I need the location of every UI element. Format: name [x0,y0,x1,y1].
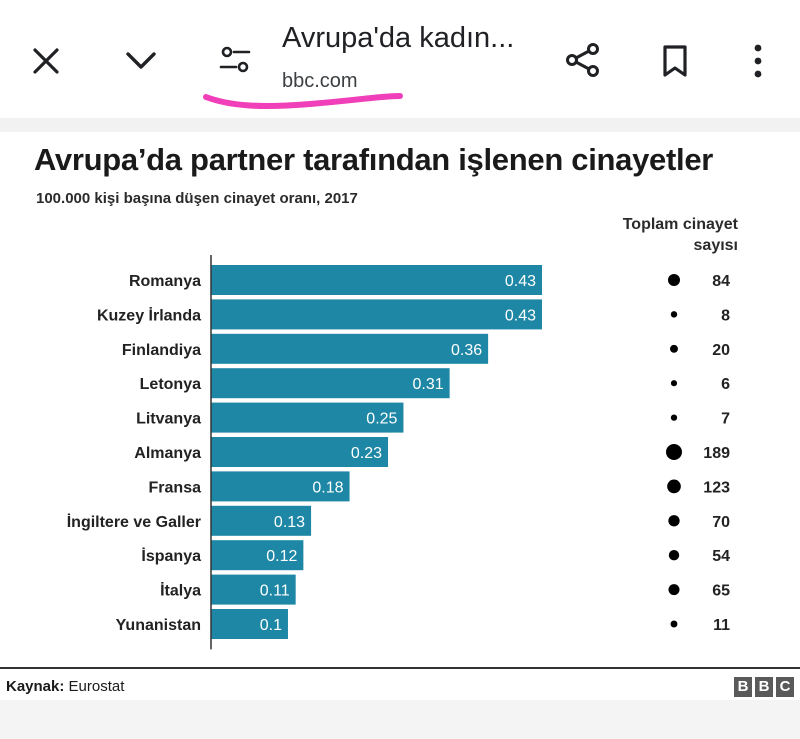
total-dot [668,515,680,527]
bar [211,574,296,605]
value-label: 0.12 [266,548,297,565]
category-label: Yunanistan [116,617,201,634]
total-dot [670,620,678,628]
total-dot [668,549,680,561]
value-label: 0.31 [412,376,443,393]
toolbar-divider [0,118,800,132]
total-dot [670,414,678,421]
bar-chart: Romanya 0.43 84 Kuzey İrlanda 0.43 8 Finlandiy… [67,255,730,650]
bar [211,437,389,467]
bar [211,299,542,330]
source-note: Kaynak: Eurostat [6,678,124,695]
logo-letter: B [755,677,773,697]
share-icon[interactable] [563,40,603,80]
bar [211,402,404,433]
value-label: 0.36 [451,342,482,359]
bar [211,540,304,571]
bar [211,265,542,295]
more-vertical-icon[interactable] [748,42,768,80]
total-label: 123 [703,479,730,496]
value-label: 0.18 [312,479,343,496]
category-label: İtalya [160,582,201,600]
category-label: Kuzey İrlanda [97,306,201,324]
category-label: Letonya [140,376,201,393]
bar [211,609,288,639]
value-label: 0.13 [274,514,305,531]
total-label: 6 [721,376,730,393]
logo-letter: C [776,677,794,697]
category-label: İngiltere ve Galler [67,513,201,531]
browser-top-bar: Avrupa'da kadın... bbc.com [0,0,800,118]
highlight-annotation [203,93,403,109]
total-label: 70 [712,514,730,531]
category-label: Litvanya [136,411,201,428]
total-dot [670,380,678,387]
total-label: 65 [712,583,730,600]
total-dot [668,274,680,286]
close-icon[interactable] [29,44,63,78]
bar [211,368,450,399]
total-label: 11 [713,617,730,634]
logo-letter: B [734,677,752,697]
value-label: 0.43 [505,273,536,290]
category-label: Fransa [149,479,202,496]
chart-title: Avrupa’da partner tarafından işlenen cin… [34,142,714,177]
total-label: 189 [703,445,730,462]
chart-card [0,132,800,739]
chevron-down-icon[interactable] [122,44,160,78]
total-label: 54 [712,548,730,565]
chart-subtitle: 100.000 kişi başına düşen cinayet oranı,… [36,190,358,207]
bookmark-icon[interactable] [656,42,694,80]
value-label: 0.23 [351,445,382,462]
category-label: İspanya [141,547,201,565]
value-label: 0.25 [366,411,397,428]
tune-icon[interactable] [218,42,252,78]
total-column-header: Toplam cinayet sayısı [622,216,738,254]
source-value: Eurostat [68,678,125,695]
bbc-logo: B B C [734,677,794,697]
total-dot [667,479,681,494]
total-label: 7 [721,411,730,428]
page-domain[interactable]: bbc.com [282,70,358,92]
total-dot [666,444,682,460]
category-label: Romanya [129,273,201,290]
bar [211,471,350,502]
category-label: Finlandiya [122,342,201,359]
category-label: Almanya [134,445,201,462]
footer-divider [0,667,800,669]
value-label: 0.1 [260,617,282,634]
bar [211,505,312,536]
total-label: 84 [712,273,730,290]
value-label: 0.11 [260,583,290,600]
total-label: 20 [712,342,730,359]
bottom-strip [0,700,800,739]
total-dot [670,344,678,353]
page-title[interactable]: Avrupa'da kadın... [282,22,515,54]
bar [211,333,489,364]
total-dot [670,311,678,318]
value-label: 0.43 [505,307,536,324]
source-label: Kaynak: [6,678,65,695]
total-label: 8 [721,307,730,324]
total-dot [668,584,680,596]
